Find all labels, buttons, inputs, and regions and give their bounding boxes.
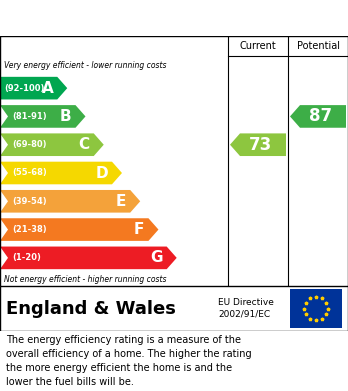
Text: (69-80): (69-80): [12, 140, 47, 149]
Polygon shape: [0, 105, 86, 128]
Polygon shape: [0, 162, 122, 184]
Text: B: B: [60, 109, 71, 124]
Text: Current: Current: [240, 41, 276, 51]
Text: (39-54): (39-54): [12, 197, 47, 206]
Text: C: C: [79, 137, 90, 152]
Text: A: A: [41, 81, 53, 96]
Polygon shape: [0, 77, 67, 99]
Text: (1-20): (1-20): [12, 253, 41, 262]
Text: G: G: [150, 250, 163, 265]
Text: 73: 73: [250, 136, 272, 154]
Text: (21-38): (21-38): [12, 225, 47, 234]
Text: D: D: [95, 165, 108, 181]
Text: England & Wales: England & Wales: [6, 300, 176, 317]
Text: 87: 87: [309, 108, 333, 126]
Bar: [290, 289, 342, 328]
Text: Not energy efficient - higher running costs: Not energy efficient - higher running co…: [4, 274, 166, 283]
Text: E: E: [116, 194, 126, 209]
Polygon shape: [0, 133, 104, 156]
Text: Potential: Potential: [296, 41, 340, 51]
Text: The energy efficiency rating is a measure of the
overall efficiency of a home. T: The energy efficiency rating is a measur…: [6, 335, 252, 387]
Polygon shape: [0, 218, 158, 241]
Text: (55-68): (55-68): [12, 169, 47, 178]
Polygon shape: [290, 105, 346, 128]
Text: Very energy efficient - lower running costs: Very energy efficient - lower running co…: [4, 61, 166, 70]
Polygon shape: [0, 190, 140, 213]
Text: (92-100): (92-100): [4, 84, 45, 93]
Text: Energy Efficiency Rating: Energy Efficiency Rating: [8, 11, 218, 25]
Polygon shape: [0, 247, 177, 269]
Polygon shape: [230, 133, 286, 156]
Text: EU Directive
2002/91/EC: EU Directive 2002/91/EC: [218, 298, 274, 319]
Text: F: F: [134, 222, 144, 237]
Text: (81-91): (81-91): [12, 112, 47, 121]
